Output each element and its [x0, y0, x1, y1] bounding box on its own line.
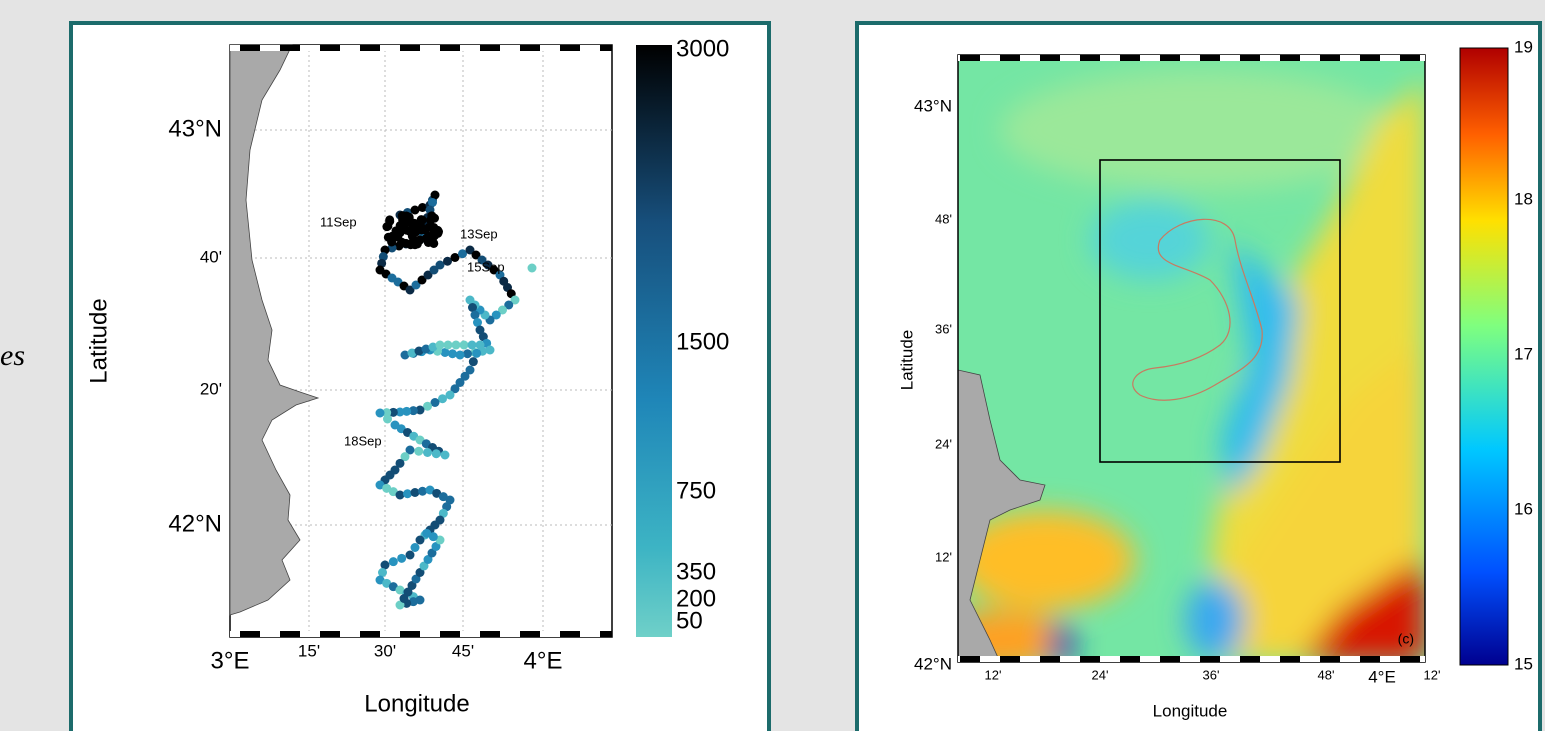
y-tick-label: 43°N: [914, 96, 952, 115]
colorbar-tick-label: 50: [676, 607, 703, 634]
x-tick-label: 45': [452, 641, 474, 660]
track-point: [423, 448, 432, 457]
frame-ticks: [958, 656, 1425, 662]
track-point: [397, 554, 406, 563]
track-point: [456, 351, 465, 360]
colorbar-tick-label: 19: [1514, 37, 1533, 56]
track-point: [414, 447, 423, 456]
panel-label: (c): [1398, 631, 1414, 647]
colorbar-tick-label: 16: [1514, 499, 1533, 518]
track-point: [427, 211, 436, 220]
date-label: 13Sep: [460, 226, 498, 241]
date-label: 15Sep: [467, 259, 505, 274]
colorbar-tick-label: 350: [676, 558, 716, 585]
y-tick-label: 36': [935, 321, 952, 336]
track-point: [422, 529, 431, 538]
colorbar-tick-label: 1500: [676, 328, 729, 355]
frame-ticks: [230, 45, 612, 51]
y-tick-label: 24': [935, 436, 952, 451]
track-point: [472, 349, 481, 358]
date-label: 11Sep: [320, 214, 357, 229]
x-axis-label: Longitude: [1153, 701, 1228, 720]
track-point: [429, 239, 438, 248]
track-point: [528, 264, 537, 273]
track-point: [476, 341, 485, 350]
slide: es 11Sep 13Sep 15Sep 18Sep Latitude Long…: [0, 0, 1545, 731]
track-point: [402, 239, 411, 248]
track-point: [418, 487, 427, 496]
colorbar-tick-label: 3000: [676, 35, 729, 62]
track-point: [406, 551, 415, 560]
track-point: [444, 341, 453, 350]
track-point: [469, 357, 478, 366]
track-point: [416, 536, 425, 545]
y-tick-label: 48': [935, 211, 952, 226]
x-tick-label: 4°E: [524, 647, 563, 674]
y-axis-label: Latitude: [897, 330, 916, 391]
colorbar-tick-label: 17: [1514, 344, 1533, 363]
x-tick-label: 36': [1203, 667, 1220, 682]
x-tick-label: 3°E: [211, 647, 250, 674]
date-label: 18Sep: [344, 433, 382, 448]
x-tick-label: 24': [1092, 667, 1109, 682]
track-point: [396, 491, 405, 500]
y-tick-label: 42°N: [914, 654, 952, 673]
y-tick-label: 40': [200, 247, 222, 266]
track-point: [411, 543, 420, 552]
track-point: [463, 349, 472, 358]
track-point: [388, 232, 397, 241]
x-axis-label: Longitude: [364, 690, 469, 717]
y-tick-label: 12': [935, 549, 952, 564]
track-point: [448, 349, 457, 358]
colorbar: [1460, 48, 1508, 665]
track-point: [460, 341, 469, 350]
x-tick-label: 30': [374, 641, 396, 660]
track-point: [399, 221, 408, 230]
track-point: [411, 228, 420, 237]
y-tick-label: 42°N: [168, 510, 222, 537]
track-point: [385, 217, 394, 226]
colorbar-tick-label: 15: [1514, 654, 1533, 673]
track-point: [403, 489, 412, 498]
y-axis-label: Latitude: [85, 298, 112, 383]
track-point: [486, 346, 495, 355]
y-tick-label: 20': [200, 379, 222, 398]
track-point: [376, 409, 385, 418]
track-point: [424, 232, 433, 241]
track-point: [383, 415, 392, 424]
sst-field: [930, 55, 1425, 670]
frame-ticks: [230, 631, 612, 637]
track-point: [389, 557, 398, 566]
side-text: es: [0, 339, 25, 372]
track-point: [410, 219, 419, 228]
track-point: [441, 451, 450, 460]
track-point: [433, 229, 442, 238]
x-tick-label: 12': [985, 667, 1002, 682]
track-point: [452, 341, 461, 350]
track-point: [436, 341, 445, 350]
track-point: [411, 488, 420, 497]
track-point: [413, 239, 422, 248]
colorbar: [636, 45, 672, 637]
x-tick-label: 4°E: [1368, 667, 1396, 686]
track-point: [432, 449, 441, 458]
x-tick-label: 15': [298, 641, 320, 660]
colorbar-tick-label: 18: [1514, 189, 1533, 208]
colorbar-tick-label: 750: [676, 477, 716, 504]
track-point: [425, 223, 434, 232]
y-tick-label: 43°N: [168, 115, 222, 142]
frame-ticks: [958, 55, 1425, 61]
x-tick-label: 48': [1318, 667, 1335, 682]
track-point: [468, 341, 477, 350]
x-tick-label: 12': [1424, 667, 1441, 682]
